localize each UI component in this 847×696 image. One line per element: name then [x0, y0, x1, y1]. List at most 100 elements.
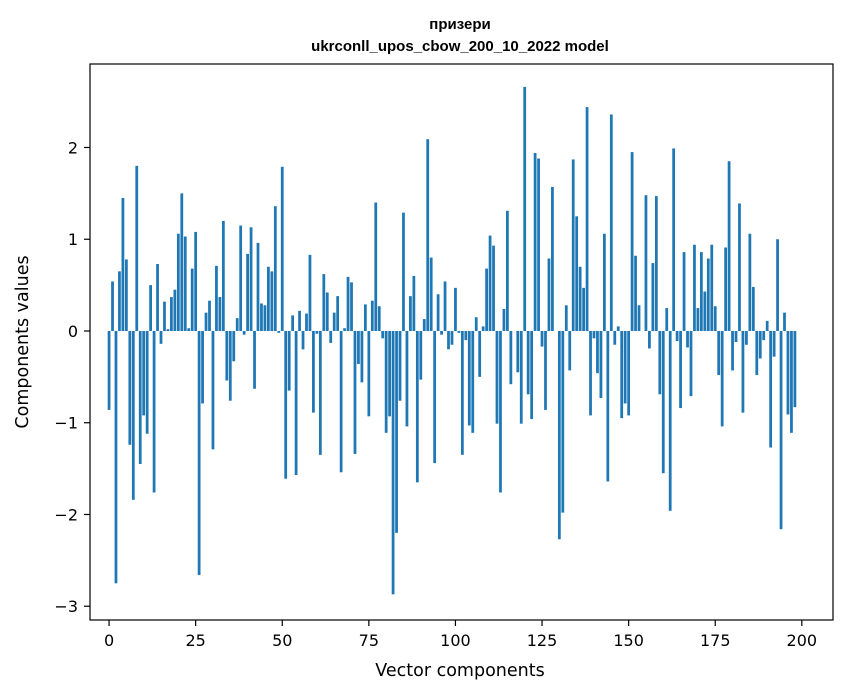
bar-126: [544, 330, 547, 410]
bar-188: [758, 330, 762, 359]
bar-12: [149, 285, 152, 331]
bar-113: [499, 330, 502, 493]
x-axis-ticks: 0 25 50 75 100 125 150 175 200: [104, 620, 817, 650]
bar-161: [665, 308, 669, 331]
bar-66: [336, 296, 340, 331]
bar-3: [118, 271, 121, 331]
bar-54: [294, 330, 298, 476]
bar-7: [131, 330, 135, 500]
bar-165: [679, 330, 682, 409]
bar-177: [720, 330, 724, 427]
bar-138: [585, 107, 589, 331]
bar-79: [381, 330, 385, 339]
bar-40: [246, 253, 249, 331]
bar-57: [305, 313, 308, 331]
bar-150: [627, 330, 631, 416]
bar-166: [682, 252, 686, 331]
bar-51: [284, 330, 288, 479]
bar-194: [779, 330, 783, 530]
bar-52: [287, 330, 291, 391]
bar-183: [741, 330, 745, 413]
x-tick-label-75: 75: [359, 631, 379, 650]
bar-67: [339, 330, 343, 473]
bar-32: [218, 297, 222, 331]
bar-39: [242, 330, 246, 335]
bar-42: [253, 330, 256, 389]
bar-95: [436, 294, 440, 331]
bar-123: [533, 153, 537, 331]
bar-30: [211, 330, 215, 450]
bar-16: [163, 301, 166, 331]
bar-69: [346, 276, 350, 331]
bar-34: [225, 330, 229, 381]
bar-96: [440, 330, 443, 335]
bar-110: [488, 235, 492, 331]
bar-82: [391, 330, 395, 595]
bar-90: [419, 330, 423, 380]
bar-104: [467, 330, 471, 426]
bar-98: [447, 330, 450, 350]
bar-102: [460, 330, 464, 455]
bar-8: [135, 165, 139, 331]
y-axis-label: Components values: [13, 255, 33, 428]
bar-189: [762, 330, 766, 341]
bar-55: [298, 310, 301, 331]
bar-141: [596, 330, 599, 374]
bar-155: [644, 195, 648, 331]
bar-73: [360, 330, 364, 383]
bar-14: [156, 264, 159, 331]
bar-37: [235, 318, 239, 331]
bar-91: [422, 319, 426, 331]
bar-115: [506, 210, 509, 331]
bar-31: [215, 265, 218, 331]
bar-133: [568, 330, 572, 371]
bar-190: [765, 320, 769, 331]
bar-106: [474, 317, 478, 331]
bar-130: [557, 330, 561, 540]
bar-159: [658, 330, 662, 395]
bar-64: [329, 330, 333, 343]
bar-71: [353, 330, 357, 454]
x-axis-label: Vector components: [375, 661, 544, 681]
bar-151: [630, 152, 634, 331]
y-tick-label-2: 2: [68, 138, 78, 157]
bar-18: [170, 297, 173, 331]
bar-80: [384, 330, 388, 433]
bar-89: [415, 330, 419, 483]
bar-164: [675, 330, 679, 342]
bar-23: [187, 328, 191, 331]
bar-147: [616, 326, 620, 331]
y-tick-label-1: 1: [68, 230, 78, 249]
bar-179: [727, 161, 731, 331]
bar-6: [128, 330, 132, 445]
bar-1: [111, 281, 114, 331]
bar-49: [277, 330, 281, 333]
y-tick-label--1: −1: [54, 414, 78, 433]
x-tick-label-200: 200: [787, 631, 818, 650]
bar-145: [609, 114, 613, 331]
bar-136: [578, 266, 582, 331]
bar-184: [745, 330, 748, 345]
bar-97: [443, 281, 447, 331]
bar-93: [429, 257, 433, 331]
bar-28: [204, 312, 208, 331]
bar-134: [571, 159, 575, 331]
bar-22: [183, 236, 187, 331]
bar-74: [363, 304, 367, 331]
bar-119: [519, 330, 523, 424]
bar-162: [668, 330, 672, 511]
bar-87: [409, 296, 412, 331]
bar-139: [589, 330, 592, 416]
bar-174: [710, 244, 714, 331]
bar-99: [450, 330, 454, 345]
bar-11: [145, 330, 149, 434]
bar-2: [114, 330, 118, 584]
bar-120: [523, 86, 527, 331]
bar-157: [651, 263, 655, 331]
bar-144: [606, 330, 610, 482]
bar-195: [783, 312, 786, 331]
bar-56: [301, 330, 305, 350]
plot-frame: [89, 63, 834, 621]
bar-169: [693, 244, 696, 331]
